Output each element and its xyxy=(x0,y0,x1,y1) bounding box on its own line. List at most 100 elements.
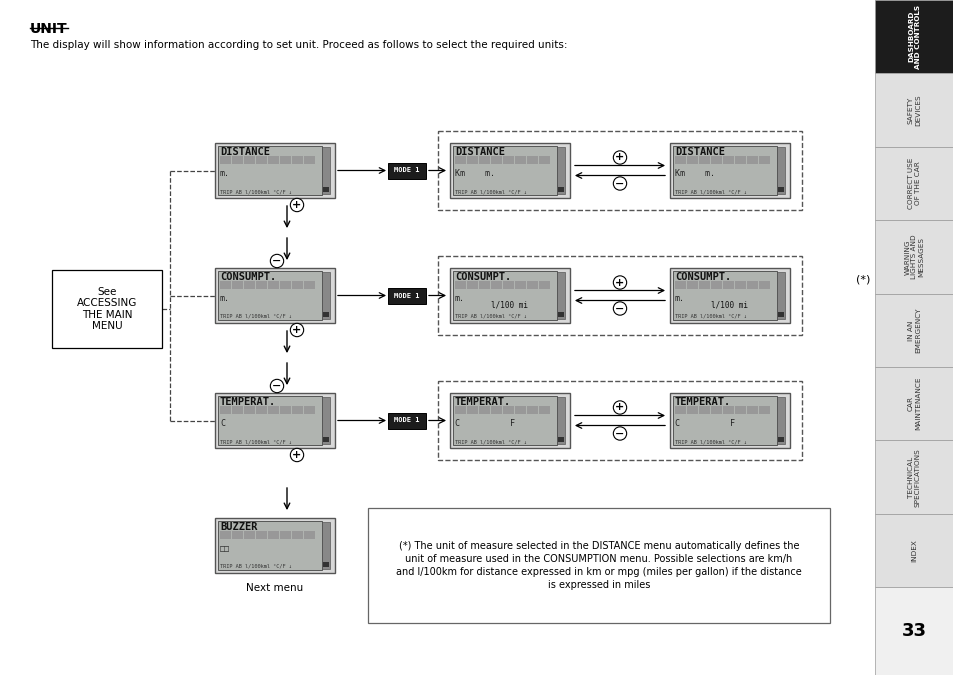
Bar xyxy=(214,518,335,573)
Bar xyxy=(515,406,525,414)
Bar xyxy=(244,281,254,289)
Text: −: − xyxy=(615,429,624,439)
Bar xyxy=(453,146,557,195)
Bar xyxy=(467,156,477,164)
Bar xyxy=(220,156,231,164)
Bar xyxy=(478,406,490,414)
Bar xyxy=(280,281,291,289)
Text: TRIP AB l/100kml °C/F ↓: TRIP AB l/100kml °C/F ↓ xyxy=(220,314,292,319)
Text: SAFETY
DEVICES: SAFETY DEVICES xyxy=(907,95,920,126)
Text: DASHBOARD
AND CONTROLS: DASHBOARD AND CONTROLS xyxy=(907,5,920,69)
Text: □□: □□ xyxy=(220,544,230,553)
Bar xyxy=(491,281,501,289)
Bar xyxy=(557,147,564,194)
Bar xyxy=(218,521,322,570)
Bar xyxy=(455,156,465,164)
Bar xyxy=(874,587,953,675)
Bar xyxy=(232,531,243,539)
Bar xyxy=(710,406,721,414)
Bar xyxy=(538,281,550,289)
Bar xyxy=(323,187,329,192)
Bar xyxy=(686,156,698,164)
Bar xyxy=(515,156,525,164)
Bar xyxy=(255,531,267,539)
Bar xyxy=(232,281,243,289)
Bar xyxy=(244,531,254,539)
Bar xyxy=(776,272,784,319)
Bar xyxy=(558,187,563,192)
Text: TRIP AB l/100kml °C/F ↓: TRIP AB l/100kml °C/F ↓ xyxy=(675,314,746,319)
Bar xyxy=(292,281,303,289)
Bar xyxy=(776,147,784,194)
Text: +: + xyxy=(615,153,624,163)
Bar xyxy=(450,393,569,448)
Bar xyxy=(220,281,231,289)
Bar xyxy=(292,156,303,164)
Bar xyxy=(268,531,278,539)
Bar xyxy=(280,531,291,539)
Bar xyxy=(759,406,769,414)
Text: TRIP AB l/100kml °C/F ↓: TRIP AB l/100kml °C/F ↓ xyxy=(220,564,292,569)
Bar xyxy=(778,312,783,317)
Bar xyxy=(280,406,291,414)
Bar xyxy=(292,531,303,539)
Bar xyxy=(746,281,758,289)
Text: C: C xyxy=(220,419,225,428)
Bar xyxy=(746,406,758,414)
Text: See
ACCESSING
THE MAIN
MENU: See ACCESSING THE MAIN MENU xyxy=(77,287,137,331)
Bar xyxy=(455,281,465,289)
Text: CORRECT USE
OF THE CAR: CORRECT USE OF THE CAR xyxy=(907,158,920,209)
Text: (*) The unit of measure selected in the DISTANCE menu automatically defines the
: (*) The unit of measure selected in the … xyxy=(395,541,801,591)
Text: m.: m. xyxy=(220,169,230,178)
Bar xyxy=(778,437,783,442)
Text: l/100 mi: l/100 mi xyxy=(491,301,528,310)
Bar xyxy=(478,156,490,164)
Bar xyxy=(686,281,698,289)
Bar xyxy=(526,406,537,414)
Bar xyxy=(778,187,783,192)
Bar xyxy=(220,406,231,414)
Bar xyxy=(672,396,776,445)
Text: TRIP AB l/100kml °C/F ↓: TRIP AB l/100kml °C/F ↓ xyxy=(675,439,746,444)
Bar xyxy=(874,74,953,147)
Bar xyxy=(388,163,426,178)
Bar xyxy=(502,281,514,289)
Bar xyxy=(776,397,784,444)
Bar xyxy=(437,131,801,210)
Bar xyxy=(710,281,721,289)
Text: (*): (*) xyxy=(855,275,869,285)
Bar xyxy=(244,406,254,414)
Bar xyxy=(323,437,329,442)
Bar xyxy=(388,412,426,429)
Text: DISTANCE: DISTANCE xyxy=(455,147,504,157)
Text: DISTANCE: DISTANCE xyxy=(220,147,270,157)
Bar xyxy=(538,156,550,164)
Bar xyxy=(214,393,335,448)
Text: TRIP AB l/100kml °C/F ↓: TRIP AB l/100kml °C/F ↓ xyxy=(675,189,746,194)
Bar xyxy=(502,156,514,164)
Bar xyxy=(268,406,278,414)
Text: WARNING
LIGHTS AND
MESSAGES: WARNING LIGHTS AND MESSAGES xyxy=(903,235,923,279)
Bar xyxy=(746,156,758,164)
Text: −: − xyxy=(272,381,281,391)
Text: BUZZER: BUZZER xyxy=(220,522,257,532)
Bar xyxy=(304,531,314,539)
Bar xyxy=(218,146,322,195)
Bar xyxy=(491,156,501,164)
Text: 33: 33 xyxy=(901,622,926,640)
Bar xyxy=(292,406,303,414)
Text: Km    m.: Km m. xyxy=(455,169,495,178)
Bar xyxy=(232,156,243,164)
Bar xyxy=(557,272,564,319)
Bar xyxy=(672,271,776,320)
Bar xyxy=(244,156,254,164)
Bar xyxy=(304,406,314,414)
Bar xyxy=(268,156,278,164)
Text: +: + xyxy=(292,200,301,210)
Bar xyxy=(255,281,267,289)
Text: m.: m. xyxy=(675,294,684,303)
Bar xyxy=(672,146,776,195)
Text: TEMPERAT.: TEMPERAT. xyxy=(220,397,276,407)
Bar xyxy=(455,406,465,414)
Text: TRIP AB l/100kml °C/F ↓: TRIP AB l/100kml °C/F ↓ xyxy=(455,439,526,444)
